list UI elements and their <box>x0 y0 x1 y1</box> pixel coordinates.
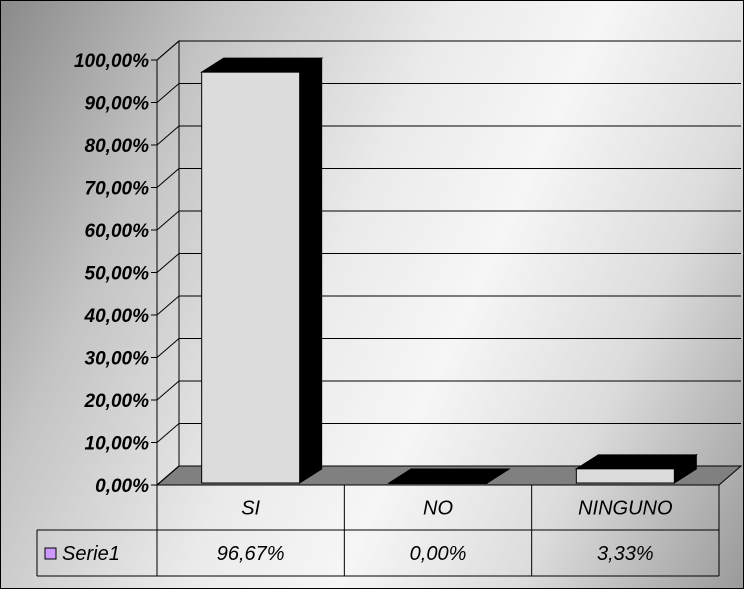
y-tick-label: 0,00% <box>95 476 149 497</box>
data-table-value: 96,67% <box>217 543 285 565</box>
gridline-side <box>156 125 180 146</box>
gridline-side <box>156 465 180 486</box>
y-tick-label: 10,00% <box>85 434 150 455</box>
bar-no <box>387 468 511 484</box>
y-tick-label: 20,00% <box>84 391 150 412</box>
gridline-side <box>156 380 180 401</box>
y-tick-label: 80,00% <box>85 136 150 157</box>
gridline-side <box>156 40 180 61</box>
data-table: SI 96,67% NO 0,00% NINGUNO 3,33% Serie1 <box>36 485 720 577</box>
gridline-side <box>156 210 180 231</box>
data-table-value: 0,00% <box>410 543 467 565</box>
gridline-side <box>156 338 180 358</box>
y-tick-label: 60,00% <box>85 221 150 242</box>
legend-series-label: Serie1 <box>62 543 120 565</box>
bar-front-face <box>575 468 675 484</box>
bars <box>199 57 699 484</box>
y-tick-label: 40,00% <box>84 306 150 327</box>
gridline-side <box>156 83 180 103</box>
y-tick-label: 100,00% <box>74 51 149 72</box>
y-tick-label: 30,00% <box>85 349 150 370</box>
bar-front-face <box>201 71 301 484</box>
bar-si <box>199 57 324 484</box>
y-tick-label: 70,00% <box>85 179 150 200</box>
gridline-side <box>156 423 180 443</box>
y-tick-label: 90,00% <box>85 94 150 115</box>
gridline-side <box>156 295 180 316</box>
legend-marker <box>44 547 57 560</box>
y-axis: 0,00% 10,00% 20,00% 30,00% 40,00% 50,00% 60,00… <box>74 51 157 497</box>
x-tick-label: NO <box>423 498 453 520</box>
gridline-side <box>156 253 180 273</box>
y-tick-label: 50,00% <box>85 264 150 285</box>
bar-front-face <box>388 482 488 484</box>
gridline-side <box>156 168 180 188</box>
x-tick-label: SI <box>241 498 260 520</box>
data-table-value: 3,33% <box>597 543 654 565</box>
bar-ninguno <box>574 453 699 484</box>
x-tick-label: NINGUNO <box>578 498 672 520</box>
bar-side-face <box>486 468 510 484</box>
bar-side-face <box>299 57 323 484</box>
